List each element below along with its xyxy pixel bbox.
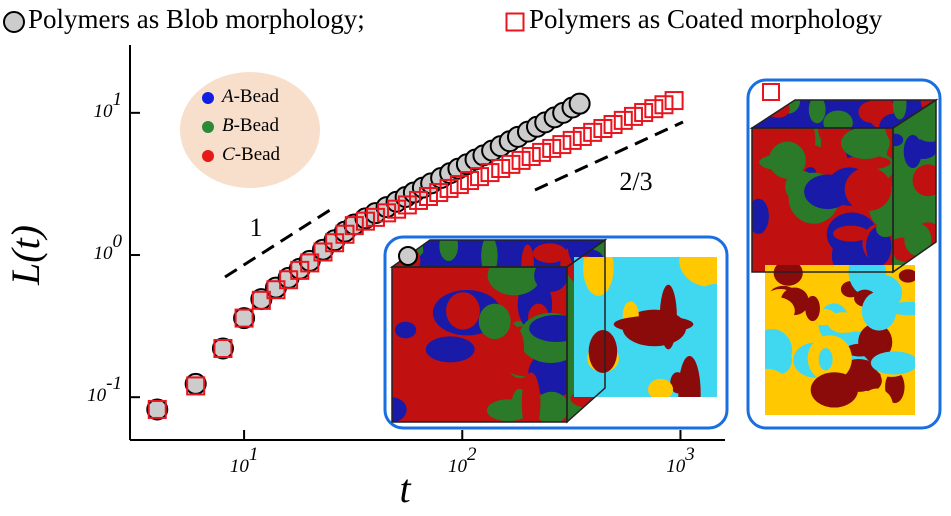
legend-label: Polymers as Coated morphology xyxy=(529,4,883,34)
marker xyxy=(523,148,540,165)
marker xyxy=(533,144,550,161)
texture xyxy=(738,112,907,281)
chart: Polymers as Blob morphology; Polymers as … xyxy=(0,0,951,511)
marker xyxy=(645,100,662,117)
marker xyxy=(666,92,683,109)
annotation: 2/3 xyxy=(619,167,652,196)
bead-label: B-Bead xyxy=(222,115,279,136)
tick-label: 101 xyxy=(94,89,123,122)
marker xyxy=(553,136,570,153)
marker xyxy=(564,132,581,149)
marker xyxy=(605,116,622,133)
tick-label: 101 xyxy=(230,444,259,477)
texture xyxy=(745,248,934,423)
marker xyxy=(482,164,499,181)
bead-label: C-Bead xyxy=(222,144,281,165)
tick-label: 102 xyxy=(448,444,477,477)
marker xyxy=(584,124,601,141)
marker xyxy=(635,104,652,121)
annotation: 1 xyxy=(250,213,263,242)
bead-dot xyxy=(202,150,214,162)
marker xyxy=(213,339,233,359)
inset-marker-circle xyxy=(399,247,417,265)
bead-label: A-Bead xyxy=(220,86,279,107)
tick-label: 100 xyxy=(94,231,123,264)
legend-label: Polymers as Blob morphology; xyxy=(28,4,365,34)
marker xyxy=(543,140,560,157)
marker xyxy=(4,12,24,32)
marker xyxy=(570,94,590,114)
marker xyxy=(234,308,254,328)
bead-dot xyxy=(202,92,214,104)
tick-label: 10-1 xyxy=(87,374,122,407)
marker xyxy=(502,156,519,173)
y-axis-label: L(t) xyxy=(3,225,48,286)
marker xyxy=(615,112,632,129)
marker xyxy=(492,160,509,177)
bead-dot xyxy=(202,121,214,133)
tick-label: 103 xyxy=(666,444,695,477)
marker xyxy=(655,96,672,113)
inset-images xyxy=(377,87,949,434)
marker xyxy=(594,120,611,137)
marker xyxy=(147,399,167,419)
marker xyxy=(507,14,524,31)
texture xyxy=(377,255,583,433)
x-axis-label: t xyxy=(399,466,411,511)
marker xyxy=(513,152,530,169)
legend: Polymers as Blob morphology; Polymers as … xyxy=(4,4,883,34)
marker xyxy=(574,128,591,145)
marker xyxy=(625,108,642,125)
